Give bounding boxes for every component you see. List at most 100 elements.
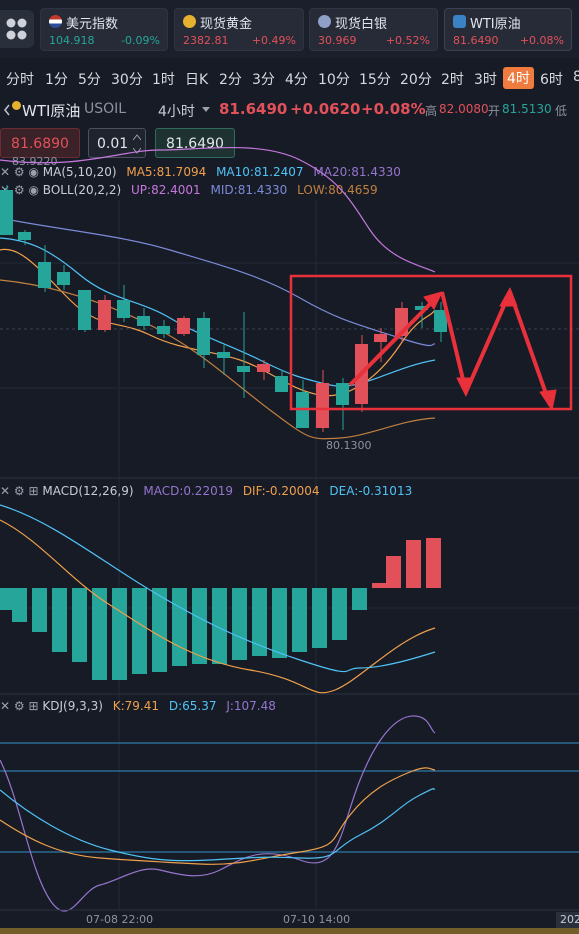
kdj-d-line <box>0 788 436 862</box>
annotation-arrows <box>348 287 557 411</box>
price-change-percent: +0.08% <box>361 100 426 118</box>
macd-bar <box>0 588 15 610</box>
high-label: 高 <box>425 104 438 118</box>
ticker-card-spot-gold[interactable]: 现货黄金 2382.81 +0.49% <box>174 8 304 51</box>
tab-period[interactable]: 4分 <box>285 72 308 88</box>
expand-icon[interactable]: ⊞ <box>28 699 39 713</box>
ticker-card-spot-silver[interactable]: 现货白银 30.969 +0.52% <box>309 8 438 51</box>
close-icon[interactable]: ✕ <box>0 165 11 179</box>
kdj-k-line <box>0 767 436 865</box>
symbol-header: WTI原油 USOIL 4小时 81.6490 +0.0620 +0.08% 高… <box>0 98 579 122</box>
macd-bar <box>72 588 87 662</box>
market-open-dot-icon <box>12 101 21 110</box>
tab-period[interactable]: 15分 <box>359 72 391 88</box>
macd-bar <box>152 588 167 672</box>
interval-selector[interactable]: 4小时 <box>158 104 195 120</box>
candle-body <box>316 383 329 428</box>
close-icon[interactable]: ✕ <box>0 699 11 713</box>
settings-icon[interactable]: ⚙ <box>13 165 25 179</box>
tab-period[interactable]: 日K <box>185 72 209 88</box>
macd-bar <box>332 588 347 640</box>
macd-bar <box>172 588 187 666</box>
tab-period[interactable]: 3时 <box>474 72 497 88</box>
ticker-card-usd-index[interactable]: 美元指数 104.918 -0.09% <box>40 8 168 51</box>
grid-menu-icon <box>6 18 27 40</box>
expand-icon[interactable]: ⊞ <box>28 484 39 498</box>
macd-bar <box>212 588 227 664</box>
candle-body <box>275 376 288 392</box>
macd-bar <box>32 588 47 632</box>
ma-legend: ✕ ⚙ ◉ MA(5,10,20) MA5:81.7094 MA10:81.24… <box>0 165 401 179</box>
low-label: 低 <box>555 104 568 118</box>
tab-period[interactable]: 10分 <box>318 72 350 88</box>
macd-bar <box>112 588 127 680</box>
boll-upper-line <box>0 146 436 273</box>
macd-bar <box>312 588 327 648</box>
price-min-label: 80.1300 <box>326 439 372 452</box>
tab-period[interactable]: 1分 <box>45 72 68 88</box>
candle-body <box>374 334 387 342</box>
macd-bar <box>272 588 287 658</box>
oil-icon <box>453 15 466 28</box>
tab-period[interactable]: 分时 <box>6 72 34 88</box>
lot-size-input[interactable]: 0.01 <box>88 128 146 158</box>
ma5-line <box>0 248 436 397</box>
open-value: 81.5130 <box>502 102 552 116</box>
settings-icon[interactable]: ⚙ <box>13 699 25 713</box>
current-price: 81.6490 <box>219 100 288 118</box>
tab-period[interactable]: 2分 <box>219 72 242 88</box>
macd-bar <box>192 588 207 664</box>
macd-bar <box>92 588 107 680</box>
symbol-code: USOIL <box>84 101 127 117</box>
candle-body <box>336 383 349 405</box>
candle-body <box>157 326 170 334</box>
tab-period[interactable]: 20分 <box>400 72 432 88</box>
macd-bar <box>386 556 401 588</box>
symbol-name[interactable]: WTI原油 <box>22 102 81 120</box>
candle-body <box>18 232 31 240</box>
gold-coin-icon <box>183 15 196 28</box>
macd-dif-line <box>0 519 436 694</box>
candle-body <box>98 300 111 330</box>
tab-period[interactable]: 3分 <box>252 72 275 88</box>
candle-body <box>177 318 190 334</box>
menu-button[interactable] <box>0 10 34 48</box>
candle-body <box>38 262 51 288</box>
candle-body <box>434 310 447 332</box>
tab-period[interactable]: 30分 <box>111 72 143 88</box>
close-icon[interactable]: ✕ <box>0 484 11 498</box>
macd-legend: ✕ ⚙ ⊞ MACD(12,26,9) MACD:0.22019 DIF:-0.… <box>0 484 413 498</box>
candlestick-series <box>0 185 447 432</box>
tab-period[interactable]: 5分 <box>78 72 101 88</box>
time-axis-label: 07-08 22:00 <box>86 913 153 926</box>
sell-price-box[interactable]: 81.6890 <box>0 128 80 158</box>
visibility-eye-icon[interactable]: ◉ <box>28 165 39 179</box>
macd-bar <box>12 588 27 622</box>
tab-period[interactable]: 2时 <box>441 72 464 88</box>
period-tabs: 分时 1分 5分 30分 1时 日K 2分 3分 4分 10分 15分 20分 … <box>0 64 579 92</box>
tab-period-active[interactable]: 4时 <box>503 67 534 89</box>
ticker-card-wti-oil[interactable]: WTI原油 81.6490 +0.08% <box>444 8 572 51</box>
time-axis-label: 202 <box>560 913 579 926</box>
kdj-legend: ✕ ⚙ ⊞ KDJ(9,3,3) K:79.41 D:65.37 J:107.4… <box>0 699 276 713</box>
tab-period[interactable]: 8 <box>573 69 579 85</box>
settings-icon[interactable]: ⚙ <box>13 183 25 197</box>
silver-coin-icon <box>318 15 331 28</box>
settings-icon[interactable]: ⚙ <box>13 484 25 498</box>
tab-period[interactable]: 6时 <box>540 72 563 88</box>
visibility-eye-icon[interactable]: ◉ <box>28 183 39 197</box>
open-label: 开 <box>488 104 501 118</box>
boll-legend: ✕ ⚙ ◉ BOLL(20,2,2) UP:82.4001 MID:81.433… <box>0 183 378 197</box>
stepper-icon[interactable] <box>133 134 141 154</box>
collapse-chevron-icon[interactable] <box>2 103 12 117</box>
candle-body <box>57 272 70 285</box>
price-max-label: 83.9220 <box>12 155 58 168</box>
macd-histogram <box>0 538 441 680</box>
candle-body <box>0 190 13 235</box>
macd-bar <box>352 588 367 610</box>
candle-body <box>237 366 250 372</box>
tab-period[interactable]: 1时 <box>152 72 175 88</box>
candle-body <box>117 300 130 318</box>
high-value: 82.0080 <box>439 102 489 116</box>
